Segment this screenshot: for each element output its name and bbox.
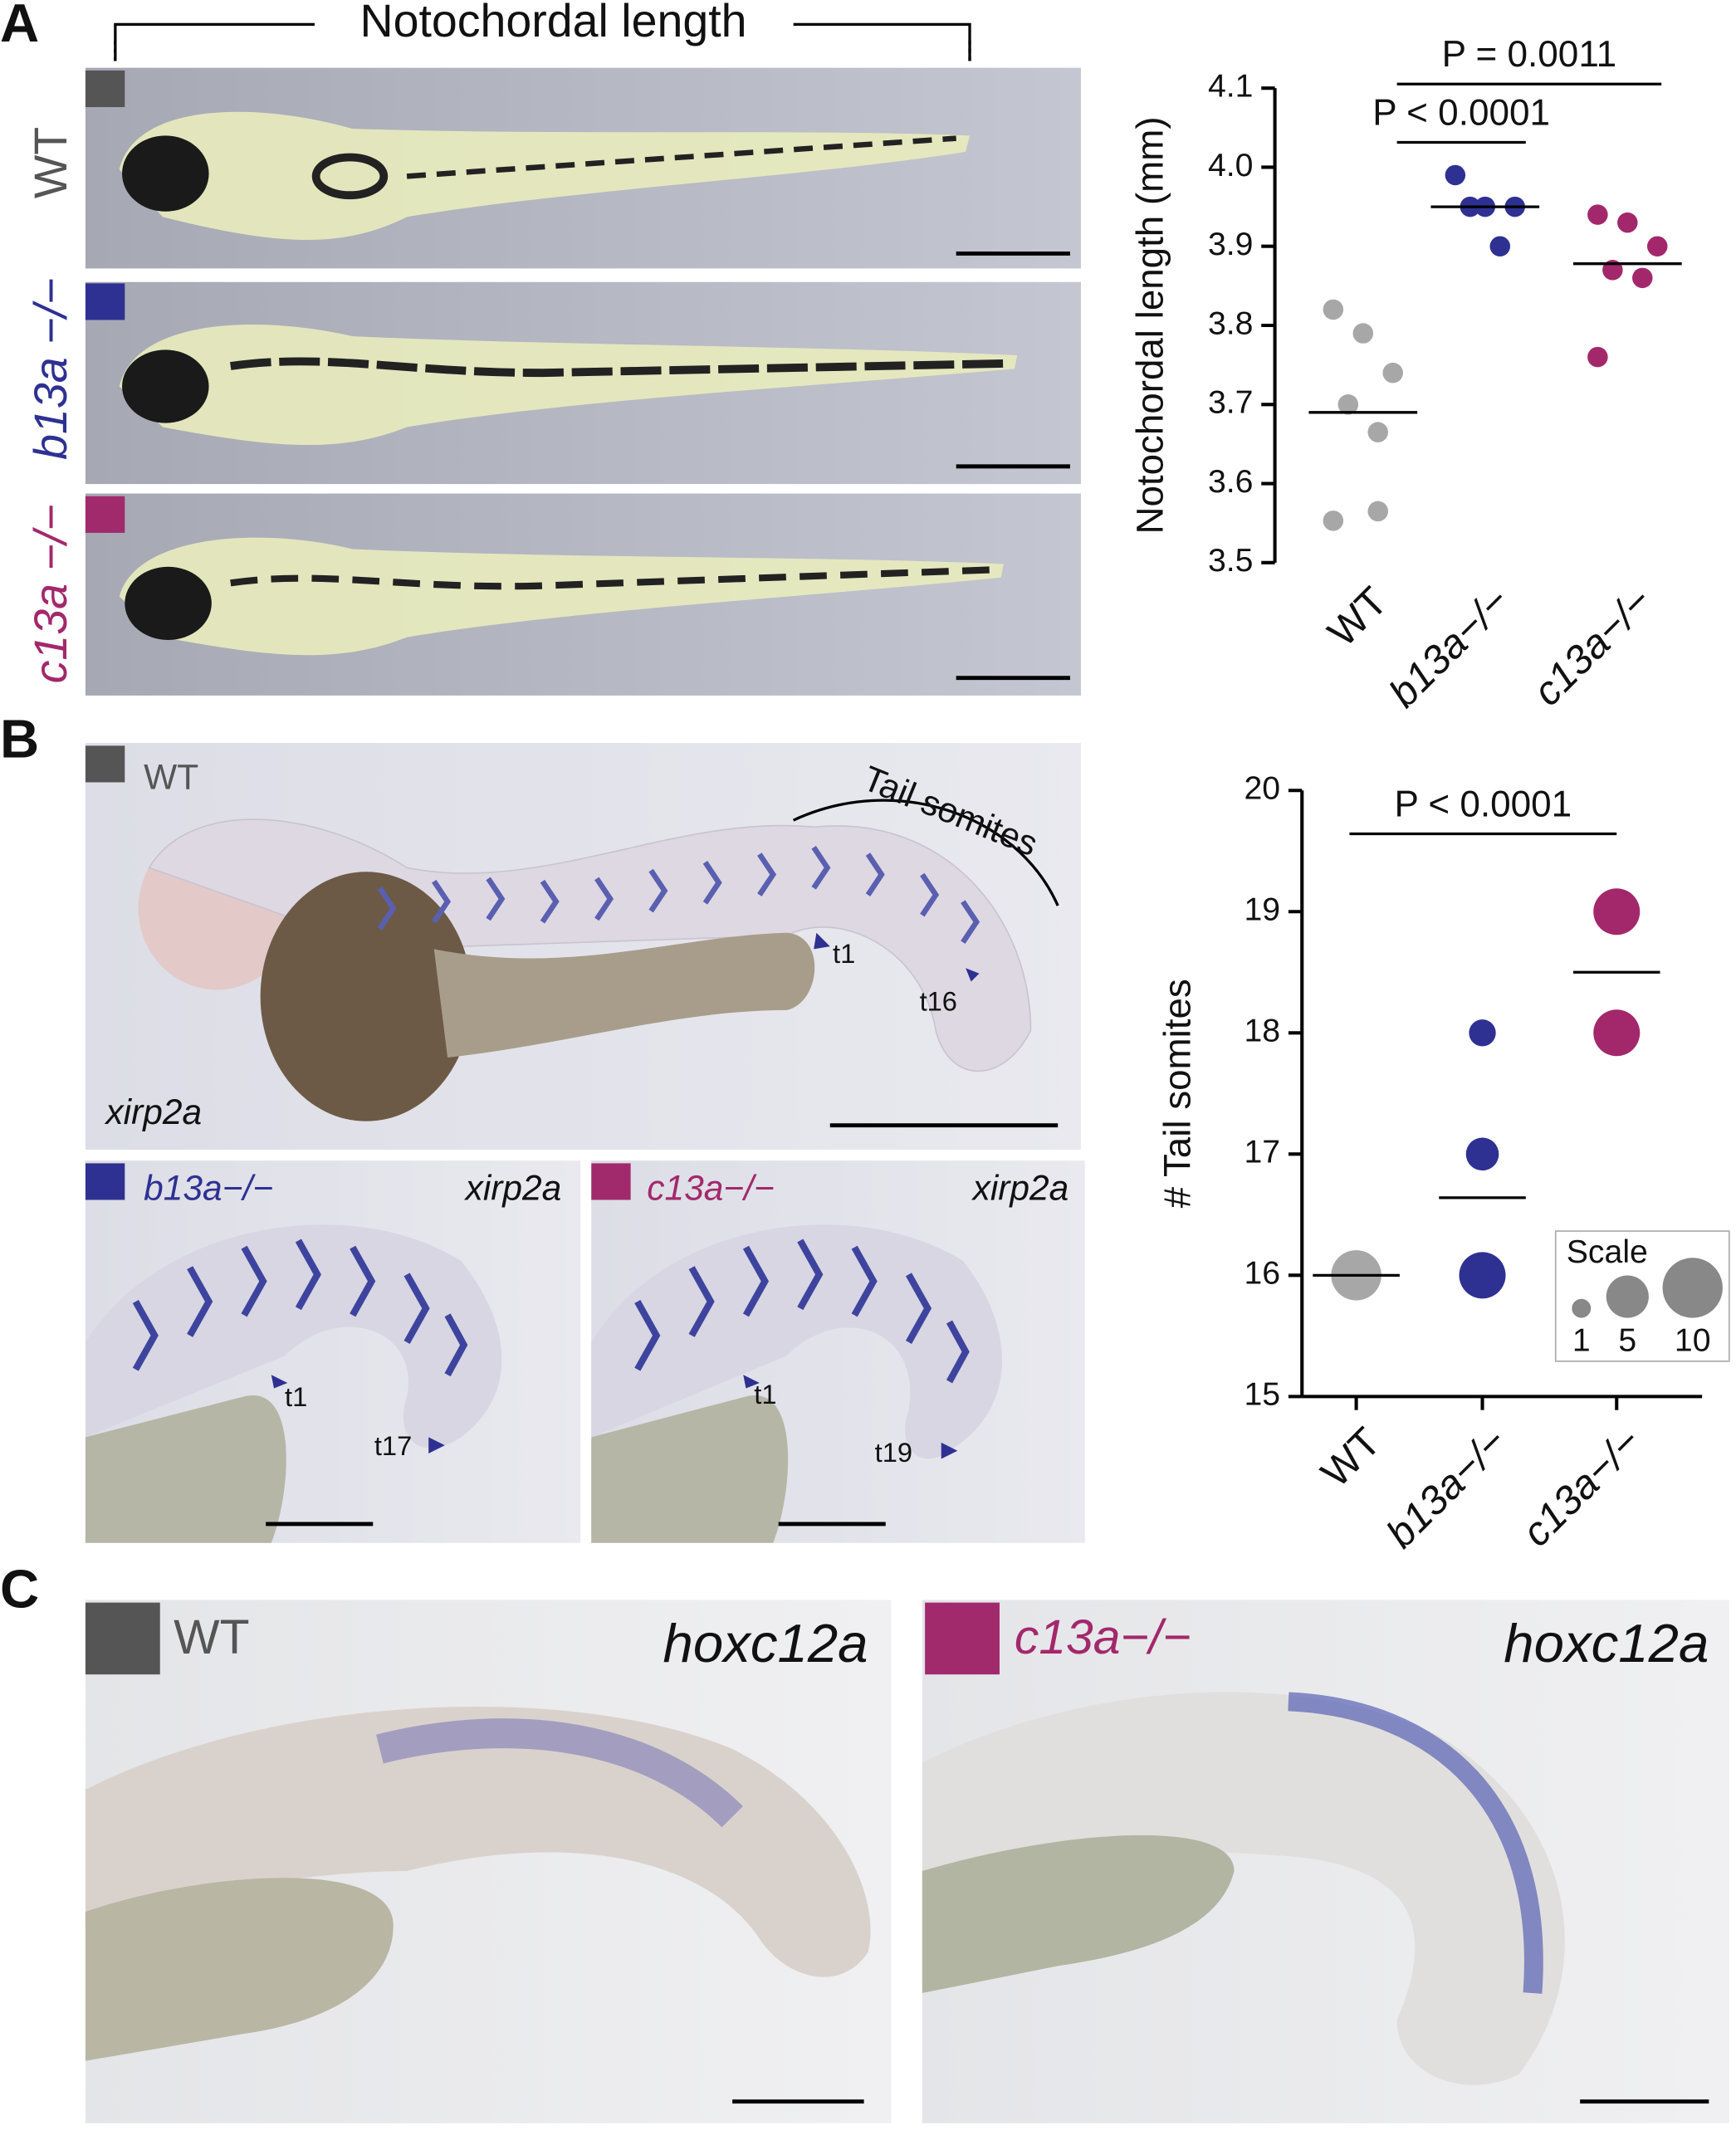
probe-label: xirp2a	[464, 1168, 562, 1207]
bubble	[1459, 1252, 1506, 1299]
data-point	[1337, 394, 1359, 415]
probe-label: hoxc12a	[1504, 1613, 1709, 1673]
y-tick-label: 16	[1245, 1256, 1281, 1292]
fish	[119, 111, 971, 240]
p-value: P < 0.0001	[1372, 92, 1550, 133]
panel-b-images	[85, 743, 1085, 1543]
y-axis-title: # Tail somites	[1156, 979, 1198, 1208]
p-value: P < 0.0001	[1394, 784, 1572, 825]
somite-label: t19	[875, 1437, 912, 1468]
legend-bubble	[1572, 1298, 1592, 1318]
y-tick-label: 3.6	[1208, 464, 1253, 500]
p-value: P = 0.0011	[1442, 34, 1616, 75]
y-axis-title: Notochordal length (mm)	[1129, 116, 1171, 534]
panel-a-images	[85, 22, 1081, 696]
probe-label: xirp2a	[971, 1168, 1069, 1207]
y-tick-label: 15	[1245, 1377, 1281, 1413]
row-label: WT	[25, 127, 76, 198]
y-tick-label: 3.7	[1208, 385, 1253, 421]
panel-letter: A	[0, 0, 39, 53]
genotype-label: c13a−/−	[647, 1168, 775, 1207]
data-point	[1445, 164, 1466, 186]
x-tick-label: c13a−/−	[1514, 1419, 1650, 1555]
bubble	[1593, 1009, 1641, 1057]
somite-label: t16	[920, 985, 957, 1016]
somite-label: t1	[833, 938, 855, 969]
legend-label: 10	[1675, 1322, 1711, 1358]
data-point	[1323, 511, 1344, 531]
panel-c-images	[85, 1600, 1729, 2123]
x-tick-label: c13a−/−	[1525, 579, 1660, 714]
data-point	[1617, 212, 1638, 233]
row-label: c13a −/−	[25, 504, 76, 683]
legend-title: Scale	[1567, 1234, 1648, 1270]
somite-label: t17	[374, 1430, 412, 1461]
genotype-label: WT	[174, 1610, 249, 1664]
panel-letter: C	[0, 1558, 39, 1619]
genotype-label: WT	[144, 757, 198, 796]
y-tick-label: 19	[1245, 892, 1281, 928]
genotype-label: c13a−/−	[1015, 1610, 1191, 1664]
y-tick-label: 3.5	[1208, 543, 1253, 579]
x-tick-label: b13a−/−	[1381, 579, 1518, 716]
data-point	[1367, 501, 1388, 522]
genotype-label: b13a−/−	[144, 1168, 273, 1207]
x-tick-label: WT	[1313, 1419, 1389, 1496]
data-point	[1632, 267, 1653, 289]
row-label: b13a −/−	[25, 278, 76, 460]
panel-letter: B	[0, 708, 39, 769]
data-point	[1352, 323, 1374, 344]
x-tick-label: b13a−/−	[1378, 1419, 1515, 1556]
y-tick-label: 4.1	[1208, 69, 1253, 105]
fish	[119, 324, 1018, 446]
somite-label: t1	[285, 1381, 307, 1412]
y-tick-label: 3.8	[1208, 305, 1253, 341]
bubble	[1469, 1019, 1496, 1047]
data-point	[1382, 362, 1403, 383]
probe-label: hoxc12a	[663, 1613, 868, 1673]
legend-bubble	[1662, 1258, 1723, 1318]
data-point	[1587, 346, 1608, 368]
y-tick-label: 20	[1245, 771, 1281, 807]
data-point	[1367, 422, 1388, 442]
bubble	[1465, 1137, 1499, 1171]
bracket-label: Notochordal length	[359, 0, 746, 46]
data-point	[1489, 236, 1511, 256]
y-tick-label: 18	[1245, 1014, 1281, 1049]
y-tick-label: 17	[1245, 1135, 1281, 1170]
bubble	[1593, 888, 1641, 936]
y-tick-label: 3.9	[1208, 227, 1253, 262]
x-tick-label: WT	[1319, 579, 1396, 655]
data-point	[1323, 299, 1344, 320]
data-point	[1646, 236, 1668, 256]
fish	[119, 537, 1004, 656]
legend-label: 1	[1572, 1322, 1591, 1358]
probe-label: xirp2a	[104, 1092, 202, 1131]
legend-label: 5	[1618, 1322, 1636, 1358]
data-point	[1587, 204, 1608, 225]
legend-bubble	[1606, 1275, 1649, 1318]
somite-label: t1	[754, 1379, 776, 1409]
y-tick-label: 4.0	[1208, 148, 1253, 183]
